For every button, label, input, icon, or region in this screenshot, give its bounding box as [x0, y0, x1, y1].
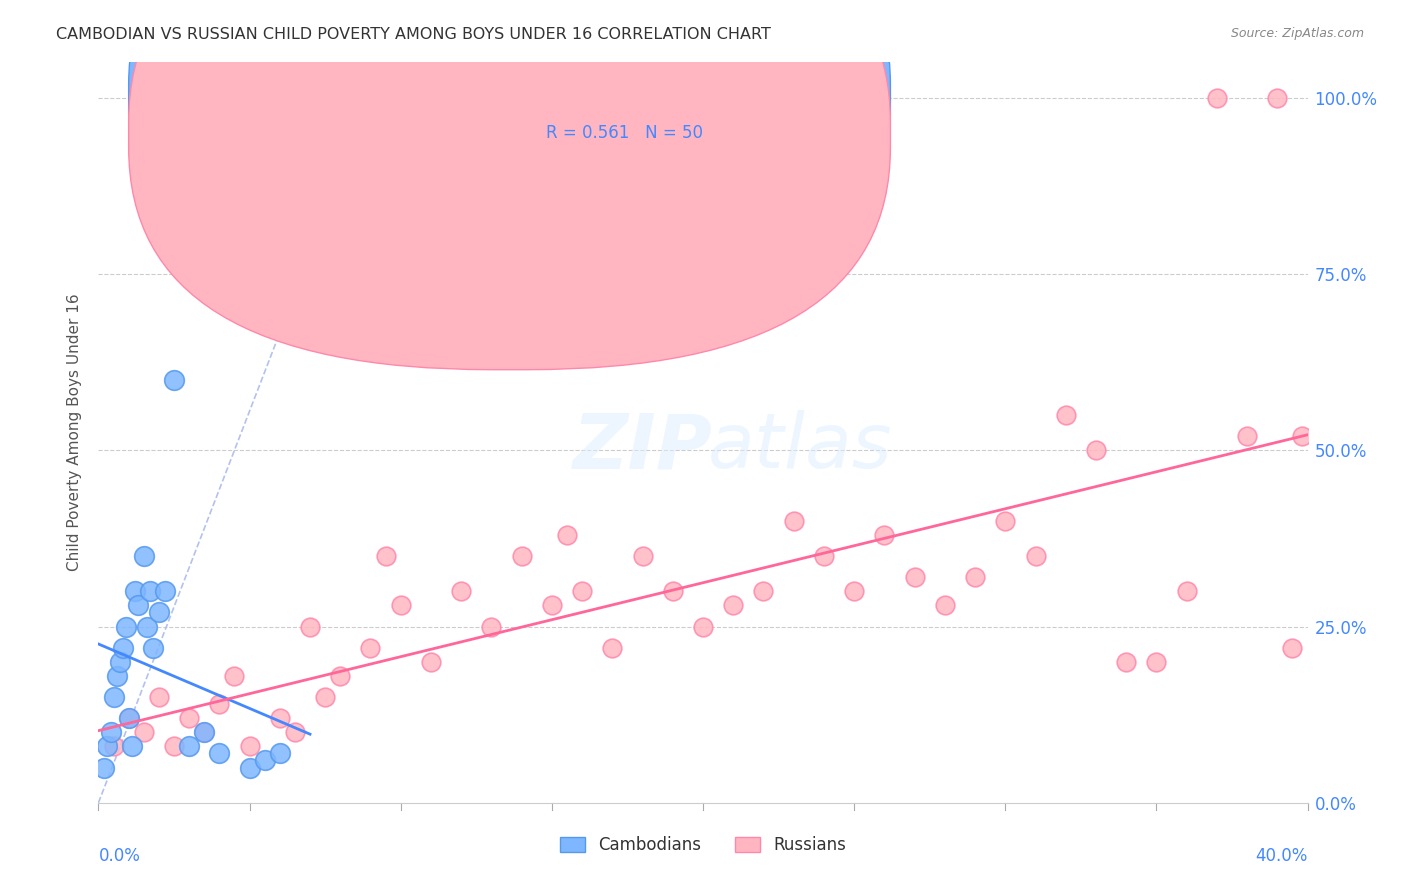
Point	[965, 570, 987, 584]
Point	[844, 584, 866, 599]
Point	[1144, 655, 1167, 669]
Point	[103, 690, 125, 704]
Point	[108, 655, 131, 669]
Point	[253, 754, 276, 768]
Point	[540, 599, 562, 613]
Point	[1024, 549, 1046, 563]
Legend: Cambodians, Russians: Cambodians, Russians	[554, 830, 852, 861]
Point	[103, 739, 125, 754]
Point	[329, 669, 352, 683]
Point	[135, 619, 157, 633]
Point	[239, 760, 262, 774]
Point	[420, 655, 443, 669]
Point	[100, 725, 122, 739]
Point	[153, 584, 176, 599]
Point	[1291, 429, 1313, 443]
Point	[118, 711, 141, 725]
Text: R = 0.793   N = 25: R = 0.793 N = 25	[546, 87, 703, 104]
Point	[450, 584, 472, 599]
Point	[1281, 640, 1303, 655]
Point	[208, 747, 231, 761]
Text: ZIP: ZIP	[572, 410, 713, 484]
Point	[934, 599, 956, 613]
FancyBboxPatch shape	[129, 0, 890, 369]
Point	[269, 747, 291, 761]
Point	[571, 584, 593, 599]
FancyBboxPatch shape	[129, 0, 890, 333]
Point	[873, 528, 896, 542]
Text: R = 0.561   N = 50: R = 0.561 N = 50	[546, 124, 703, 142]
Point	[783, 514, 806, 528]
Point	[752, 584, 775, 599]
Point	[105, 669, 128, 683]
Point	[389, 599, 412, 613]
Point	[118, 711, 141, 725]
Point	[904, 570, 927, 584]
Point	[1236, 429, 1258, 443]
Point	[127, 599, 149, 613]
Point	[208, 697, 231, 711]
Point	[1115, 655, 1137, 669]
Point	[96, 739, 118, 754]
Point	[1267, 91, 1289, 105]
Point	[692, 619, 714, 633]
Point	[132, 725, 155, 739]
Point	[1085, 443, 1108, 458]
Point	[1175, 584, 1198, 599]
Point	[314, 690, 336, 704]
Point	[148, 606, 170, 620]
Point	[193, 725, 215, 739]
Point	[179, 739, 201, 754]
Point	[1054, 408, 1077, 422]
Point	[139, 584, 162, 599]
Point	[510, 549, 533, 563]
Point	[121, 739, 143, 754]
Point	[284, 725, 307, 739]
Point	[148, 690, 170, 704]
Text: 0.0%: 0.0%	[98, 847, 141, 865]
Point	[360, 640, 382, 655]
Point	[631, 549, 654, 563]
Point	[163, 373, 186, 387]
Point	[142, 640, 165, 655]
Point	[93, 760, 115, 774]
Point	[481, 619, 503, 633]
Text: atlas: atlas	[707, 410, 891, 484]
Point	[994, 514, 1017, 528]
Text: 40.0%: 40.0%	[1256, 847, 1308, 865]
Point	[124, 584, 146, 599]
Point	[1206, 91, 1229, 105]
Point	[723, 599, 745, 613]
Point	[813, 549, 835, 563]
Point	[239, 739, 262, 754]
Point	[193, 725, 215, 739]
Point	[299, 619, 322, 633]
Point	[269, 711, 291, 725]
Point	[114, 619, 136, 633]
Point	[555, 528, 578, 542]
Point	[374, 549, 396, 563]
Point	[602, 640, 624, 655]
Text: CAMBODIAN VS RUSSIAN CHILD POVERTY AMONG BOYS UNDER 16 CORRELATION CHART: CAMBODIAN VS RUSSIAN CHILD POVERTY AMONG…	[56, 27, 770, 42]
Y-axis label: Child Poverty Among Boys Under 16: Child Poverty Among Boys Under 16	[67, 293, 83, 572]
Text: Source: ZipAtlas.com: Source: ZipAtlas.com	[1230, 27, 1364, 40]
Point	[661, 584, 683, 599]
FancyBboxPatch shape	[467, 70, 793, 181]
Point	[179, 711, 201, 725]
Point	[132, 549, 155, 563]
Point	[224, 669, 246, 683]
Point	[163, 739, 186, 754]
Point	[111, 640, 134, 655]
